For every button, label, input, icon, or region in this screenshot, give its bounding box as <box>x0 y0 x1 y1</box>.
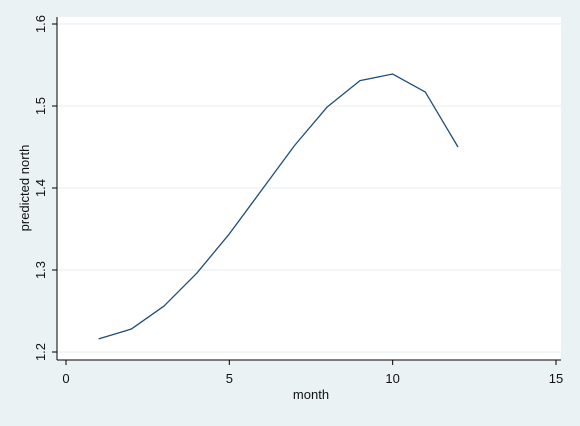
x-tick-label-1: 5 <box>226 371 233 386</box>
y-tick-label-1: 1.3 <box>33 261 48 279</box>
x-tick-label-2: 10 <box>385 371 399 386</box>
y-axis-title: predicted north <box>17 145 32 232</box>
x-axis-title: month <box>293 387 329 402</box>
x-tick-label-3: 15 <box>549 371 563 386</box>
y-tick-label-4: 1.6 <box>33 15 48 33</box>
y-tick-label-3: 1.5 <box>33 97 48 115</box>
x-tick-label-0: 0 <box>62 371 69 386</box>
y-tick-label-0: 1.2 <box>33 343 48 361</box>
y-tick-label-2: 1.4 <box>33 179 48 197</box>
